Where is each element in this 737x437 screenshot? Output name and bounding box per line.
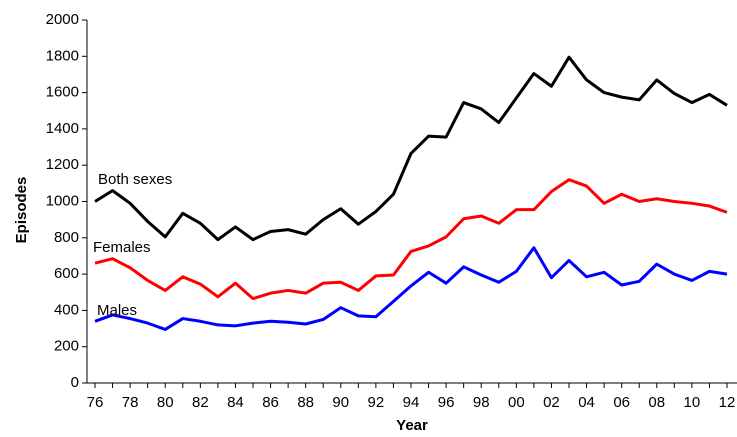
y-tick-label: 200	[54, 338, 79, 355]
x-tick-label: 04	[578, 394, 595, 411]
x-tick-label: 94	[403, 394, 420, 411]
y-tick-label: 1400	[46, 120, 79, 137]
x-tick-label: 84	[227, 394, 244, 411]
x-tick-label: 88	[297, 394, 314, 411]
y-tick-label: 800	[54, 229, 79, 246]
x-tick-label: 12	[719, 394, 736, 411]
x-tick-label: 98	[473, 394, 490, 411]
x-tick-label: 00	[508, 394, 525, 411]
y-tick-label: 1200	[46, 156, 79, 173]
y-tick-label: 400	[54, 301, 79, 318]
x-tick-label: 10	[684, 394, 701, 411]
x-axis-title: Year	[396, 417, 428, 434]
x-tick-label: 90	[332, 394, 349, 411]
x-tick-label: 02	[543, 394, 560, 411]
x-tick-label: 80	[157, 394, 174, 411]
series-line	[94, 178, 728, 301]
x-tick-label: 86	[262, 394, 279, 411]
y-axis-title: Episodes	[13, 177, 30, 244]
series-label: Both sexes	[98, 171, 172, 188]
series-label: Males	[97, 302, 137, 319]
series-line	[94, 246, 728, 331]
x-tick-label: 78	[122, 394, 139, 411]
x-tick-label: 82	[192, 394, 209, 411]
y-tick-label: 0	[71, 374, 79, 391]
y-tick-label: 1600	[46, 84, 79, 101]
x-tick-label: 96	[438, 394, 455, 411]
y-tick-label: 1000	[46, 192, 79, 209]
series-label: Females	[93, 239, 151, 256]
x-tick-label: 92	[368, 394, 385, 411]
series-line	[94, 55, 728, 242]
y-tick-label: 600	[54, 265, 79, 282]
y-tick-label: 1800	[46, 47, 79, 64]
y-tick-label: 2000	[46, 11, 79, 28]
x-tick-label: 06	[613, 394, 630, 411]
x-tick-label: 76	[87, 394, 104, 411]
x-tick-label: 08	[648, 394, 665, 411]
